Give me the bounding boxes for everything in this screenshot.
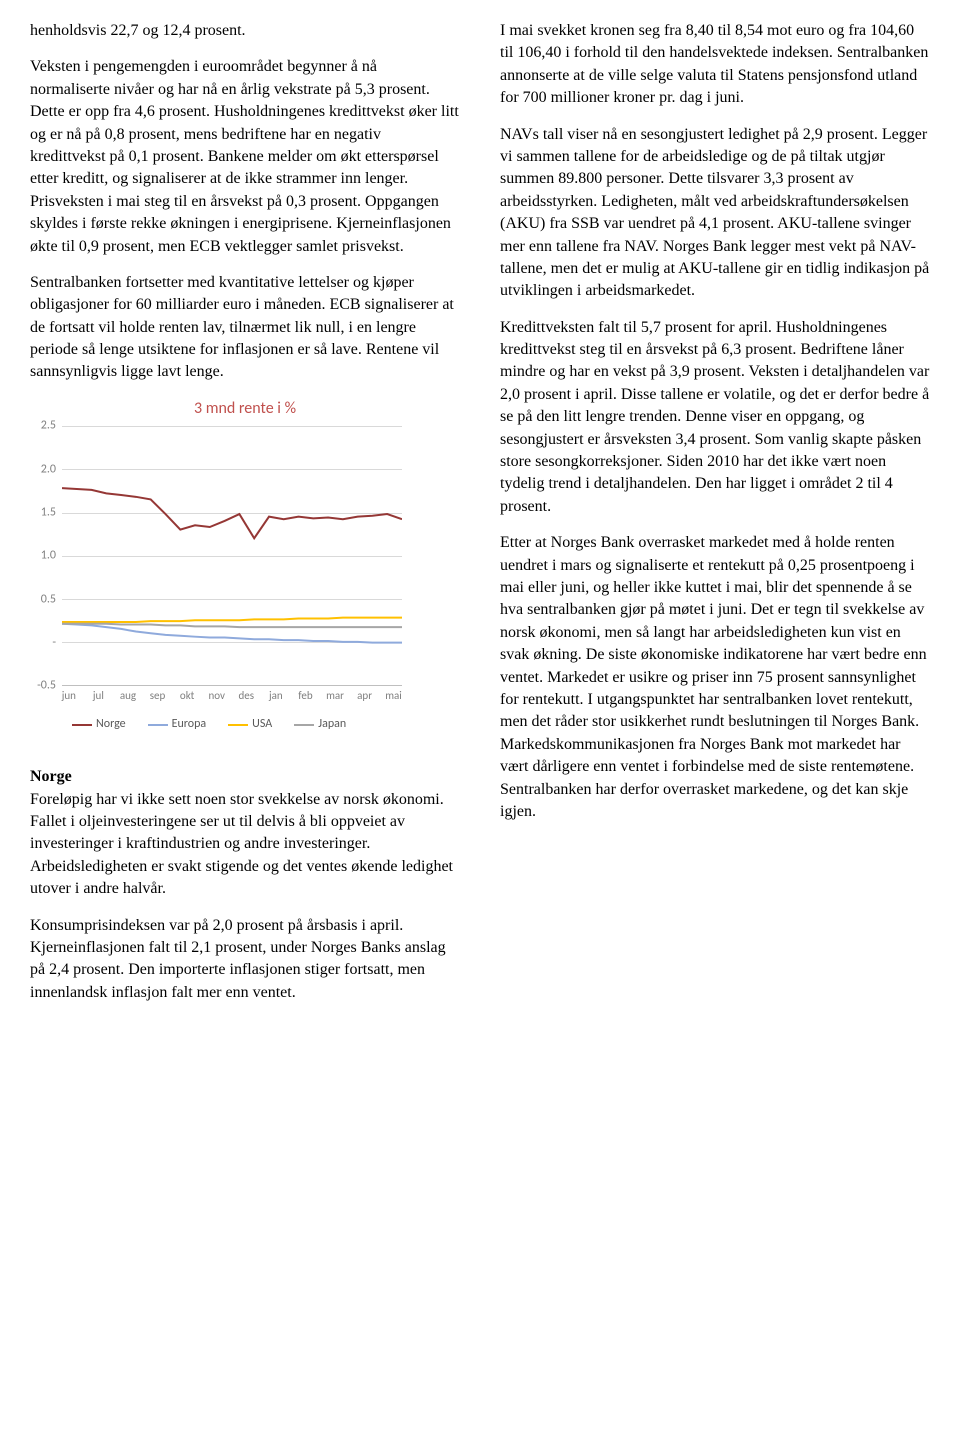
legend-swatch <box>72 724 92 726</box>
x-tick: aug <box>120 688 136 703</box>
y-tick: 2.0 <box>41 461 56 478</box>
y-tick: -0.5 <box>37 678 56 695</box>
chart-legend: Norge Europa USA Japan <box>72 716 412 733</box>
y-tick: 1.5 <box>41 505 56 522</box>
y-tick: - <box>52 635 56 652</box>
section-heading-norge: Norge <box>30 768 72 785</box>
rate-chart: 2.5 2.0 1.5 1.0 0.5 - -0.5 <box>30 426 410 746</box>
legend-item-usa: USA <box>228 716 272 733</box>
legend-swatch <box>148 724 168 726</box>
right-column: I mai svekket kronen seg fra 8,40 til 8,… <box>500 20 930 1018</box>
two-column-layout: henholdsvis 22,7 og 12,4 prosent. Vekste… <box>30 20 930 1018</box>
chart-lines-svg <box>62 426 402 685</box>
legend-swatch <box>294 724 314 726</box>
y-tick: 1.0 <box>41 548 56 565</box>
line-usa <box>62 618 402 622</box>
paragraph: Veksten i pengemengden i euroområdet beg… <box>30 56 460 258</box>
paragraph-text: Foreløpig har vi ikke sett noen stor sve… <box>30 791 453 898</box>
paragraph: Norge Foreløpig har vi ikke sett noen sto… <box>30 766 460 900</box>
y-tick: 2.5 <box>41 418 56 435</box>
x-tick: okt <box>180 688 194 703</box>
line-japan <box>62 624 402 627</box>
legend-label: USA <box>252 716 272 733</box>
legend-item-norge: Norge <box>72 716 126 733</box>
paragraph: Etter at Norges Bank overrasket markedet… <box>500 532 930 823</box>
legend-label: Norge <box>96 716 126 733</box>
paragraph: Kredittveksten falt til 5,7 prosent for … <box>500 317 930 519</box>
line-norge <box>62 488 402 538</box>
plot-area <box>62 426 402 686</box>
x-tick: jul <box>93 688 104 703</box>
x-tick: nov <box>208 688 225 703</box>
x-tick: mar <box>326 688 344 703</box>
y-axis: 2.5 2.0 1.5 1.0 0.5 - -0.5 <box>30 426 60 686</box>
rate-chart-container: 3 mnd rente i % 2.5 2.0 1.5 1.0 0.5 - -0… <box>30 398 460 746</box>
legend-label: Japan <box>318 716 346 733</box>
legend-label: Europa <box>172 716 207 733</box>
x-tick: sep <box>150 688 166 703</box>
paragraph: NAVs tall viser nå en sesongjustert ledi… <box>500 124 930 303</box>
x-tick: mai <box>385 688 402 703</box>
paragraph: I mai svekket kronen seg fra 8,40 til 8,… <box>500 20 930 110</box>
x-tick: jun <box>62 688 76 703</box>
paragraph: Sentralbanken fortsetter med kvantitativ… <box>30 272 460 384</box>
paragraph: henholdsvis 22,7 og 12,4 prosent. <box>30 20 460 42</box>
x-tick: feb <box>298 688 312 703</box>
chart-title: 3 mnd rente i % <box>30 398 460 420</box>
paragraph: Konsumprisindeksen var på 2,0 prosent på… <box>30 915 460 1005</box>
x-tick: apr <box>357 688 372 703</box>
x-axis: jun jul aug sep okt nov des jan feb mar … <box>62 688 402 708</box>
left-column: henholdsvis 22,7 og 12,4 prosent. Vekste… <box>30 20 460 1018</box>
legend-item-japan: Japan <box>294 716 346 733</box>
y-tick: 0.5 <box>41 591 56 608</box>
legend-item-europa: Europa <box>148 716 207 733</box>
legend-swatch <box>228 724 248 726</box>
x-tick: jan <box>269 688 283 703</box>
x-tick: des <box>238 688 254 703</box>
